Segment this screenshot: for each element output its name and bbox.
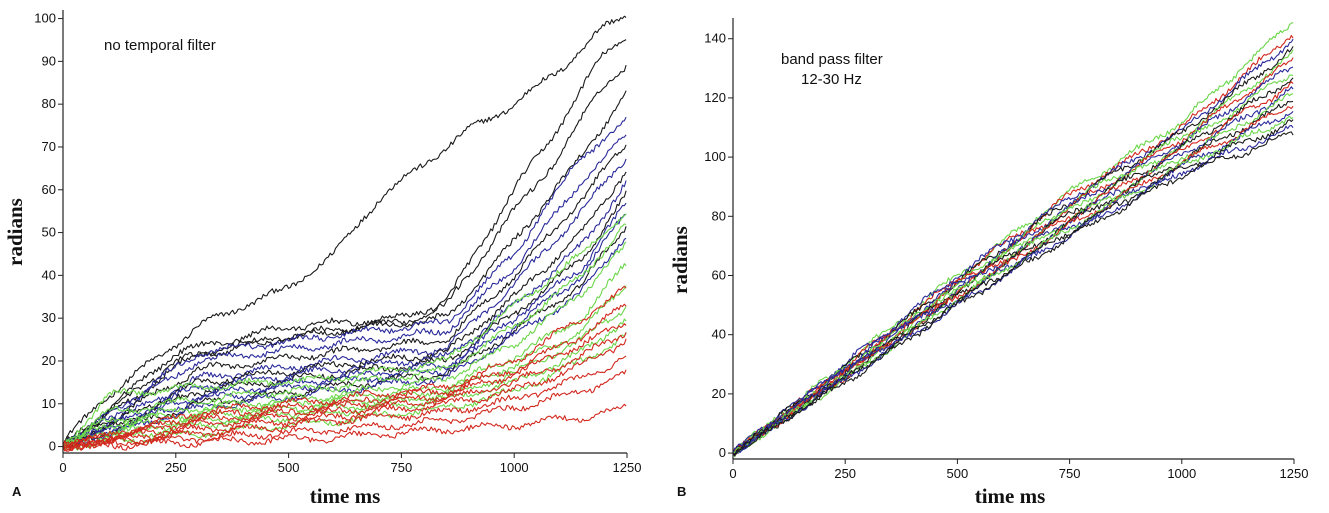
chart-a-series-line [62,180,627,448]
chart-b-series-line [732,119,1294,455]
chart-b-series-group [732,21,1294,458]
chart-a-series-line [62,116,627,449]
chart-a-y-tick-label: 60 [42,182,56,197]
chart-b-y-tick-label: 60 [712,267,726,282]
chart-b-x-tick-label: 250 [834,466,856,481]
chart-a-y-tick-label: 80 [42,96,56,111]
chart-a-y-tick-label: 0 [49,439,56,454]
chart-a-series-line [62,355,627,451]
chart-a-y-tick-label: 40 [42,267,56,282]
chart-b-x-tick-label: 1250 [1280,466,1309,481]
chart-a-series-line [62,403,627,452]
chart-b-y-tick-label: 0 [719,445,726,460]
chart-a-y-tick-label: 100 [34,11,56,26]
chart-b-annotation: band pass filter [781,51,883,68]
chart-b-x-axis-label: time ms [975,484,1046,508]
chart-a-x-tick-label: 1250 [613,460,642,475]
chart-b-x-tick-label: 750 [1059,466,1081,481]
chart-a-y-tick-label: 90 [42,53,56,68]
chart-b-series-line [732,115,1294,454]
chart-a-series-line [62,202,627,449]
chart-b-y-axis-label: radians [668,226,692,294]
chart-a-x-axis-label: time ms [310,484,381,508]
chart-b-x-tick-label: 1000 [1167,466,1196,481]
chart-a-y-tick-label: 10 [42,396,56,411]
chart-a-series-line [62,134,627,448]
chart-a-y-axis-label: radians [3,198,27,266]
chart-a-y-tick-label: 30 [42,310,56,325]
chart-b-series-line [732,86,1294,454]
chart-b-y-tick-label: 40 [712,327,726,342]
chart-a-series-line [62,213,627,447]
chart-b-y-tick-label: 20 [712,386,726,401]
chart-b-series-line [732,131,1294,457]
chart-a-annotation: no temporal filter [104,37,216,54]
chart-b-x-tick-label: 0 [729,466,736,481]
chart-a-series-line [62,158,627,447]
chart-b-series-line [732,21,1294,454]
chart-a-y-tick-label: 50 [42,225,56,240]
chart-b-panel-label: B [677,484,686,499]
chart-a-series-line [62,223,627,447]
chart-a-series-line [62,303,627,449]
chart-b-y-tick-label: 140 [704,31,726,46]
chart-a-series-line [62,15,627,443]
chart-a-y-tick-label: 20 [42,353,56,368]
panel-a: 0 250 500 750 1000 1250 0 10 20 30 40 50 60 70 80 90 100… [3,10,642,508]
chart-a-series-line [62,369,627,452]
chart-a-series-group [62,15,627,452]
chart-b-x-tick-label: 500 [947,466,969,481]
chart-a-panel-label: A [12,484,22,499]
chart-a-series-line [62,144,627,448]
chart-b-series-line [732,66,1294,454]
chart-a-x-tick-label: 1000 [500,460,529,475]
chart-a-series-line [62,338,627,450]
chart-a: 0 250 500 750 1000 1250 0 10 20 30 40 50 60 70 80 90 100… [3,10,642,508]
chart-a-series-line [62,318,627,448]
chart-a-y-tick-label: 70 [42,139,56,154]
chart-a-series-line [62,241,627,452]
chart-b-annotation: 12-30 Hz [801,71,862,88]
chart-b-series-line [732,124,1294,456]
chart-a-series-line [62,213,627,448]
chart-a-x-tick-label: 750 [391,460,413,475]
chart-a-series-line [62,39,627,447]
chart-a-series-line [62,332,627,447]
chart-b-y-tick-label: 100 [704,149,726,164]
chart-a-x-tick-label: 0 [59,460,66,475]
chart-b-series-line [732,57,1294,457]
chart-b-y-tick-label: 80 [712,208,726,223]
chart-a-series-line [62,263,627,451]
chart-a-x-tick-label: 500 [278,460,300,475]
chart-a-series-line [62,323,627,448]
chart-a-x-tick-label: 250 [165,460,187,475]
chart-b-y-tick-label: 120 [704,90,726,105]
chart-b: 0 250 500 750 1000 1250 0 20 40 60 80 100 120 140 time… [668,18,1309,508]
chart-a-series-line [62,237,627,447]
panel-b: 0 250 500 750 1000 1250 0 20 40 60 80 100 120 140 time… [665,0,1329,513]
